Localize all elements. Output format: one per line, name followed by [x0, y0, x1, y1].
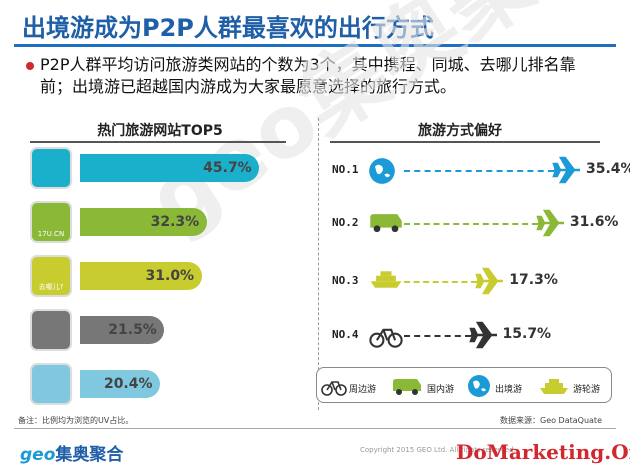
site-logo-4	[30, 309, 72, 351]
legend-car: 国内游	[391, 374, 465, 398]
rank-label-2: NO.2	[332, 216, 359, 229]
bike-icon	[368, 322, 404, 352]
legend-label-zhoubian: 周边游	[349, 385, 377, 395]
legend-globe: 出境游	[467, 374, 537, 398]
site-bar-3	[80, 262, 202, 290]
globe-icon	[368, 157, 396, 189]
rank-label-1: NO.1	[332, 163, 359, 176]
airplane-icon	[475, 267, 505, 299]
bullet-dot	[26, 62, 34, 70]
ship-icon	[368, 268, 404, 294]
site-logo-text-2: 17U.CN	[37, 230, 65, 238]
airplane-icon	[552, 156, 582, 188]
legend-bike: 周边游	[321, 374, 391, 398]
site-logo-text-3: 去哪儿?	[38, 283, 64, 291]
site-bar-1	[80, 154, 260, 182]
site-logo-2: 17U.CN	[30, 201, 72, 243]
airplane-icon	[536, 209, 566, 241]
rank-label-4: NO.4	[332, 328, 359, 341]
brand-logo: geo集奥聚合	[20, 440, 123, 465]
legend-label-guonei: 国内游	[427, 385, 455, 395]
right-panel-rule	[330, 141, 600, 143]
site-value-2: 32.3%	[150, 214, 200, 230]
car-icon	[393, 379, 421, 395]
legend-ship: 游轮游	[539, 374, 611, 398]
mode-value-2: 31.6%	[569, 214, 619, 230]
mode-line-4	[404, 335, 471, 337]
footer-rule	[14, 428, 616, 429]
mode-legend: 周边游 国内游 出境游 游轮游	[316, 367, 612, 403]
domarketing-logo: DoMarketing.Org	[456, 440, 630, 464]
right-panel-title: 旅游方式偏好	[418, 123, 502, 139]
site-value-3: 31.0%	[145, 268, 195, 284]
left-panel-rule	[30, 141, 286, 143]
mode-line-1	[404, 170, 554, 172]
site-bar-5	[80, 370, 160, 398]
site-value-1: 45.7%	[203, 160, 252, 176]
mode-value-4: 15.7%	[502, 326, 552, 342]
summary-text: P2P人群平均访问旅游类网站的个数为3个，其中携程、同城、去哪儿排名靠前；出境游…	[40, 55, 576, 96]
panel-divider	[318, 118, 319, 410]
mode-line-2	[404, 223, 538, 225]
site-logo-3: 去哪儿?	[30, 255, 72, 297]
brand-name: 集奥聚合	[55, 445, 124, 465]
page-title: 出境游成为P2P人群最喜欢的出行方式	[22, 14, 434, 42]
legend-label-youlun: 游轮游	[573, 385, 601, 395]
ship-icon	[540, 379, 568, 394]
site-bar-4	[80, 316, 165, 344]
globe-icon	[468, 375, 490, 397]
mode-value-3: 17.3%	[509, 272, 558, 288]
left-panel-title: 热门旅游网站TOP5	[97, 123, 223, 139]
airplane-icon	[468, 321, 499, 353]
footnote: 备注：比例均为浏览的UV占比。	[18, 416, 134, 425]
bike-icon	[321, 381, 347, 396]
site-bar-2	[80, 208, 207, 236]
rank-label-3: NO.3	[332, 274, 359, 287]
mode-line-3	[404, 281, 478, 283]
car-icon	[368, 210, 404, 238]
site-value-4: 21.5%	[108, 322, 157, 338]
copyright-text: Copyright 2015 GEO Ltd. All rights reser…	[360, 446, 516, 454]
site-value-5: 20.4%	[103, 376, 153, 392]
brand-geo: geo	[20, 445, 56, 465]
title-rule	[14, 44, 616, 47]
site-logo-1	[30, 147, 72, 189]
data-source: 数据来源：Geo DataQuate	[500, 416, 602, 425]
legend-label-chujing: 出境游	[495, 385, 523, 395]
site-logo-5	[30, 363, 72, 405]
mode-value-1: 35.4%	[586, 161, 630, 177]
